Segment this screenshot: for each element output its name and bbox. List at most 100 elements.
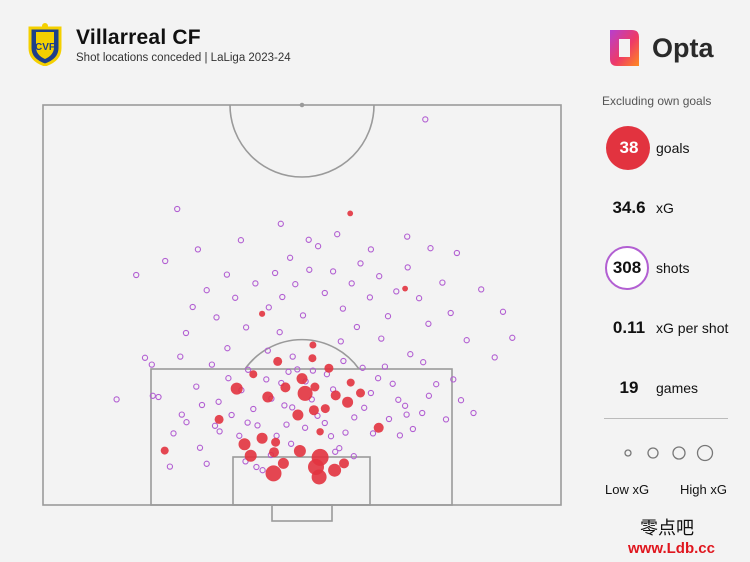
shot-point-57 [242, 324, 250, 331]
shot-point-79 [439, 279, 446, 286]
shot-point-97 [155, 393, 162, 401]
chart-subtitle: Shot locations conceded | LaLiga 2023-24 [76, 52, 291, 64]
shot-point-75 [393, 288, 400, 295]
goal-point-18 [308, 405, 319, 416]
shot-point-87 [237, 237, 245, 244]
xg-label: xG [656, 200, 674, 216]
villarreal-crest-logo: CVF [28, 23, 62, 66]
stat-xg: 34.6 xG [598, 186, 750, 230]
shot-point-69 [339, 305, 347, 312]
shot-point-39 [409, 425, 417, 433]
goal-point-23 [297, 385, 313, 401]
goal-point-17 [292, 409, 304, 421]
goal-point-20 [342, 396, 354, 408]
pitch-outline [42, 104, 562, 506]
shot-point-51 [182, 329, 190, 337]
goal-point-16 [214, 414, 224, 424]
goal-point-27 [310, 382, 320, 392]
xg-per-shot-value: 0.11 [612, 318, 646, 337]
shot-point-119 [332, 448, 339, 455]
goal-point-13 [256, 432, 268, 444]
xg-size-legend [624, 444, 714, 462]
shot-point-84 [133, 271, 140, 279]
shot-point-127 [170, 430, 177, 437]
shot-point-28 [327, 433, 335, 440]
shot-point-30 [342, 429, 349, 436]
legend-dot-2 [647, 447, 659, 459]
shot-point-112 [340, 357, 347, 365]
shot-point-71 [357, 260, 364, 267]
goal-point-15 [373, 422, 384, 433]
shot-point-37 [395, 396, 402, 403]
goal-point-32 [273, 356, 283, 366]
xg-per-shot-label: xG per shot [656, 320, 729, 336]
legend-dot-4 [696, 444, 714, 462]
shot-point-74 [384, 313, 392, 320]
shot-point-47 [491, 354, 498, 361]
shot-point-117 [287, 440, 295, 447]
opta-brand-name: Opta [652, 33, 714, 63]
shot-point-7 [178, 411, 185, 418]
shot-point-68 [329, 268, 337, 275]
goal-point-30 [324, 363, 334, 373]
shot-point-88 [277, 220, 284, 227]
shot-point-91 [367, 246, 375, 253]
goal-point-33 [249, 370, 258, 379]
shot-point-3 [183, 419, 190, 426]
goal-point-35 [259, 310, 266, 317]
shot-point-125 [401, 402, 409, 409]
shot-point-40 [419, 409, 426, 417]
goal-point-21 [262, 391, 274, 403]
shot-point-96 [422, 116, 429, 123]
shot-point-56 [232, 294, 239, 301]
shot-point-59 [265, 304, 272, 311]
shot-point-104 [353, 323, 361, 331]
shot-point-29 [336, 445, 343, 452]
shot-point-72 [366, 294, 374, 301]
goal-point-8 [269, 447, 279, 458]
goal-point-14 [316, 428, 324, 436]
shot-point-17 [273, 432, 280, 439]
shot-point-21 [285, 368, 292, 375]
goal-point-28 [346, 378, 355, 387]
shot-point-64 [299, 312, 307, 319]
shot-point-76 [404, 264, 411, 271]
goals-circle [606, 126, 650, 170]
shot-point-32 [361, 404, 368, 411]
shot-point-103 [337, 338, 344, 345]
goal-point-19 [320, 404, 330, 414]
shot-point-52 [189, 303, 196, 311]
shot-point-13 [236, 432, 243, 439]
shot-point-12 [254, 422, 261, 429]
shot-point-22 [289, 353, 296, 360]
shot-point-122 [198, 401, 206, 409]
shot-point-80 [447, 309, 454, 317]
shot-point-23 [294, 366, 301, 373]
shot-point-102 [276, 329, 283, 336]
xg-value: 34.6 [612, 198, 646, 217]
goal-point-29 [296, 373, 308, 385]
shot-point-83 [499, 308, 507, 315]
centre-circle-arc [229, 104, 375, 178]
shot-point-55 [223, 271, 231, 278]
shot-point-99 [141, 354, 149, 361]
shots-layer [113, 116, 516, 474]
shot-point-62 [286, 254, 294, 261]
stat-goals: 38 goals [598, 126, 750, 170]
shot-point-109 [225, 375, 232, 382]
shot-point-130 [281, 402, 288, 409]
shot-point-14 [242, 458, 249, 465]
goal-point-22 [330, 390, 341, 401]
goals-layer [160, 210, 408, 485]
shot-point-85 [162, 257, 169, 265]
shot-point-50 [177, 353, 184, 360]
shot-point-42 [433, 381, 440, 388]
goal [271, 504, 333, 522]
goal-point-36 [402, 285, 408, 292]
shot-point-0 [149, 392, 156, 399]
shot-point-94 [453, 249, 461, 257]
shot-point-41 [425, 392, 433, 399]
shot-point-65 [306, 266, 313, 273]
shot-point-70 [348, 280, 355, 287]
opta-logo [610, 26, 639, 66]
